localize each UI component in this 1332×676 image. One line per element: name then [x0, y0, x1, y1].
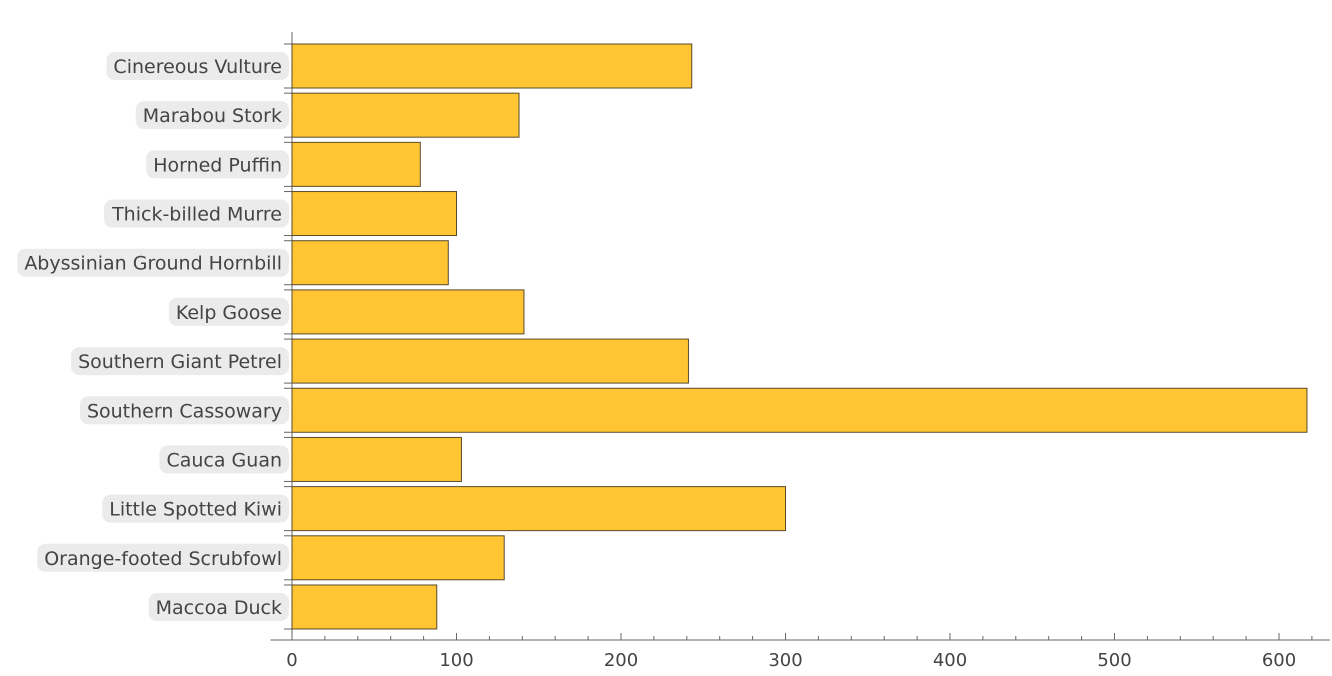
x-tick-label: 300 — [768, 650, 802, 671]
bar — [291, 436, 462, 482]
bar — [291, 43, 693, 89]
bar — [291, 535, 505, 581]
x-tick-label: 500 — [1097, 650, 1131, 671]
x-tick-label: 0 — [286, 650, 297, 671]
bar — [291, 141, 421, 187]
x-tick-label: 100 — [439, 650, 473, 671]
y-tick-label: Marabou Stork — [143, 105, 282, 127]
y-tick-label-background — [168, 297, 289, 326]
x-tick-label: 200 — [604, 650, 638, 671]
bar — [291, 486, 786, 532]
y-tick-label-background — [37, 543, 289, 572]
y-tick-label: Horned Puffin — [153, 154, 282, 176]
y-tick-label: Orange-footed Scrubfowl — [44, 548, 282, 570]
bar — [291, 191, 457, 237]
y-tick-label-background — [106, 52, 289, 80]
y-tick-label-background — [79, 396, 289, 425]
y-tick-label-background — [102, 494, 289, 523]
bar — [291, 92, 520, 138]
y-tick-label-background — [104, 199, 289, 228]
y-tick-label-background — [146, 150, 289, 179]
y-tick-label: Kelp Goose — [176, 302, 282, 324]
y-tick-label-background — [17, 248, 289, 277]
y-tick-label: Southern Cassowary — [87, 400, 282, 422]
y-tick-label-background — [71, 347, 289, 376]
y-tick-label: Thick-billed Murre — [111, 204, 282, 226]
y-tick-label-background — [135, 101, 289, 130]
y-tick-label: Southern Giant Petrel — [78, 351, 282, 373]
bar — [291, 289, 525, 335]
y-tick-label: Maccoa Duck — [156, 597, 282, 619]
y-tick-label: Abyssinian Ground Hornbill — [24, 253, 282, 275]
y-tick-label: Cauca Guan — [166, 449, 282, 471]
x-tick-label: 600 — [1262, 650, 1296, 671]
bar — [291, 240, 449, 286]
y-tick-label: Cinereous Vulture — [113, 56, 282, 78]
bar — [291, 387, 1308, 433]
y-tick-label-background — [159, 445, 289, 474]
bar — [291, 338, 689, 384]
x-tick-label: 400 — [933, 650, 967, 671]
y-tick-label-background — [148, 592, 289, 621]
bar — [291, 584, 438, 630]
y-tick-label: Little Spotted Kiwi — [109, 499, 282, 521]
